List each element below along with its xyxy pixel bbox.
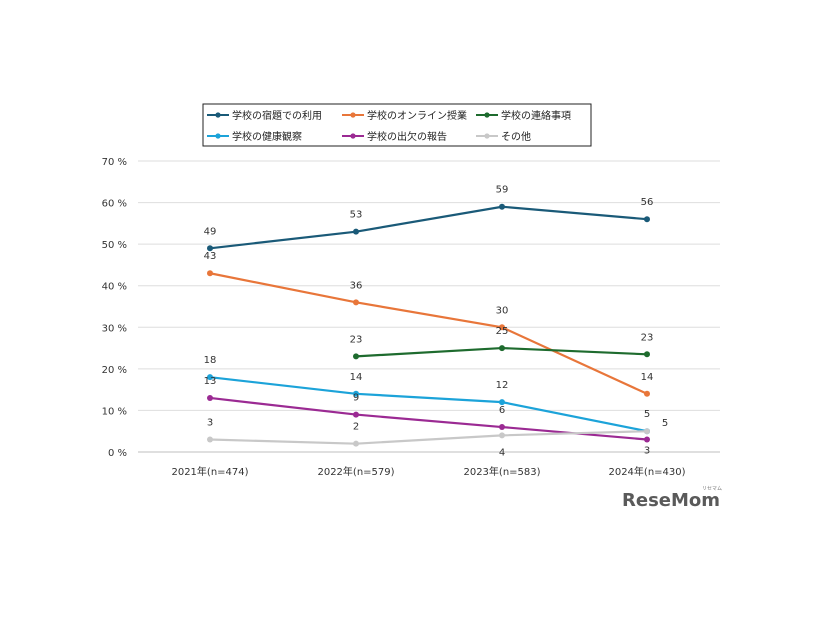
legend-label: 学校のオンライン授業 xyxy=(367,109,467,122)
data-point xyxy=(207,245,213,252)
data-label: 23 xyxy=(350,334,363,345)
legend-label: その他 xyxy=(501,130,531,143)
series-1: 43 36 30 14 xyxy=(204,251,654,397)
data-point xyxy=(353,353,359,360)
y-tick-label: 70 % xyxy=(102,157,127,168)
legend-item: 学校の健康観察 xyxy=(207,130,302,143)
series-group: 49 53 59 56 43 36 30 14 23 25 23 18 14 12 5 13 9 6 3 3 2 4 5 xyxy=(204,185,669,459)
data-point xyxy=(499,432,505,439)
series-line xyxy=(209,272,648,395)
data-label: 4 xyxy=(499,447,505,458)
y-tick-label: 50 % xyxy=(102,240,127,251)
data-label: 3 xyxy=(207,418,213,429)
y-axis: 0 % 10 % 20 % 30 % 40 % 50 % 60 % 70 % xyxy=(102,157,127,459)
data-point xyxy=(207,394,213,401)
data-label: 5 xyxy=(644,409,650,420)
legend-label: 学校の健康観察 xyxy=(232,130,302,143)
series-2: 23 25 23 xyxy=(350,326,654,360)
watermark-small-text: リセマム xyxy=(702,486,722,492)
legend-swatch-marker xyxy=(484,133,490,139)
data-point xyxy=(499,399,505,406)
data-label: 5 xyxy=(662,418,668,429)
data-label: 14 xyxy=(641,372,654,383)
x-tick-label: 2022年(n=579) xyxy=(317,465,394,478)
data-point xyxy=(353,228,359,235)
data-label: 12 xyxy=(496,380,509,391)
legend-item: 学校の出欠の報告 xyxy=(342,130,447,143)
x-tick-label: 2023年(n=583) xyxy=(463,465,540,478)
y-tick-label: 60 % xyxy=(102,199,127,210)
legend-label: 学校の連絡事項 xyxy=(501,109,571,122)
data-point xyxy=(644,351,650,358)
x-tick-label: 2021年(n=474) xyxy=(171,465,248,478)
legend-item: 学校のオンライン授業 xyxy=(342,109,467,122)
data-point xyxy=(644,390,650,397)
series-line xyxy=(209,205,648,250)
data-point xyxy=(499,324,505,331)
legend-swatch-marker xyxy=(215,112,221,118)
x-tick-label: 2024年(n=430) xyxy=(608,465,685,478)
data-label: 49 xyxy=(204,226,217,237)
data-label: 3 xyxy=(644,446,650,457)
data-label: 36 xyxy=(350,280,363,291)
data-point xyxy=(644,428,650,435)
data-point xyxy=(644,436,650,443)
legend-item: その他 xyxy=(476,130,531,143)
data-label: 23 xyxy=(641,332,654,343)
data-point xyxy=(499,345,505,352)
data-point xyxy=(207,270,213,277)
legend-label: 学校の出欠の報告 xyxy=(367,130,447,143)
watermark-text: ReseMom xyxy=(622,490,720,511)
series-5: 3 2 4 5 xyxy=(207,409,650,458)
data-point xyxy=(499,203,505,210)
data-label: 25 xyxy=(496,326,509,337)
y-tick-label: 0 % xyxy=(108,448,127,459)
data-label: 43 xyxy=(204,251,217,262)
data-label: 14 xyxy=(350,372,363,383)
data-point xyxy=(207,436,213,443)
data-label: 13 xyxy=(204,376,217,387)
data-point xyxy=(207,374,213,381)
data-point xyxy=(353,440,359,447)
data-label: 9 xyxy=(353,393,359,404)
legend-box xyxy=(202,103,592,147)
series-line xyxy=(209,376,648,433)
data-point xyxy=(353,390,359,397)
data-point xyxy=(353,299,359,306)
data-label: 30 xyxy=(496,305,509,316)
series-4: 13 9 6 3 xyxy=(204,376,651,457)
y-tick-label: 40 % xyxy=(102,282,127,293)
legend-swatch-marker xyxy=(215,133,221,139)
legend-item: 学校の連絡事項 xyxy=(476,109,571,122)
series-line xyxy=(209,430,648,445)
data-label: 56 xyxy=(641,197,654,208)
series-3: 18 14 12 5 xyxy=(204,355,668,435)
data-point xyxy=(499,424,505,431)
y-tick-label: 30 % xyxy=(102,323,127,334)
legend-label: 学校の宿題での利用 xyxy=(232,109,322,122)
y-tick-label: 20 % xyxy=(102,365,127,376)
data-point xyxy=(644,216,650,223)
grid-lines xyxy=(138,160,720,453)
legend-item: 学校の宿題での利用 xyxy=(207,109,322,122)
legend-swatch-marker xyxy=(350,112,356,118)
data-label: 6 xyxy=(499,405,505,416)
data-point xyxy=(353,411,359,418)
y-tick-label: 10 % xyxy=(102,406,127,417)
data-label: 53 xyxy=(350,210,363,221)
data-label: 59 xyxy=(496,185,509,196)
legend-swatch-marker xyxy=(484,112,490,118)
resemom-logo: ReseMom リセマム xyxy=(622,486,722,511)
series-0: 49 53 59 56 xyxy=(204,185,654,252)
legend-swatch-marker xyxy=(350,133,356,139)
x-axis: 2021年(n=474) 2022年(n=579) 2023年(n=583) 2024… xyxy=(171,465,685,478)
data-label: 2 xyxy=(353,422,359,433)
data-label: 18 xyxy=(204,355,217,366)
